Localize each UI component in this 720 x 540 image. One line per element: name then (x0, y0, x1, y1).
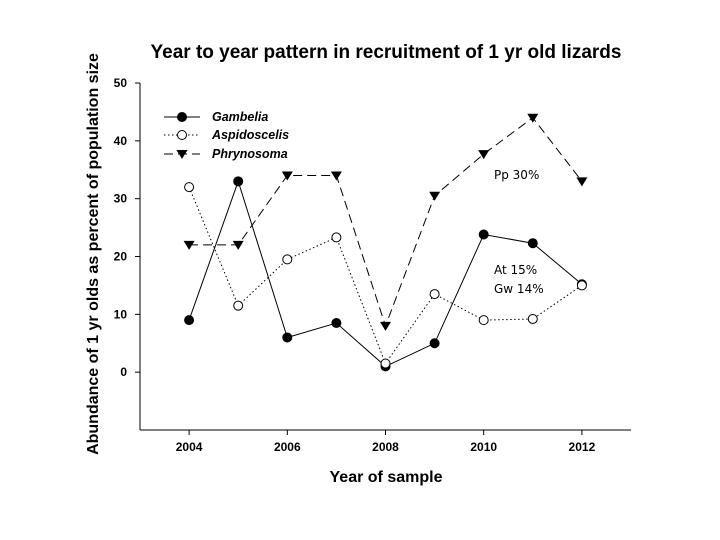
y-tick-label-1: 10 (114, 307, 128, 321)
point-aspidoscelis-2010 (478, 315, 489, 326)
y-axis-label: Abundance of 1 yr olds as percent of pop… (85, 53, 102, 455)
legend-label-aspidoscelis: Aspidoscelis (211, 128, 289, 142)
point-phrynosoma-2010 (478, 150, 490, 160)
y-tick-label-2: 20 (114, 250, 128, 264)
y-axis-ticks: 0 10 20 30 40 50 (114, 76, 140, 379)
point-aspidoscelis-2011 (527, 313, 538, 324)
y-tick-label-4: 40 (114, 134, 128, 148)
point-phrynosoma-2009 (429, 191, 441, 201)
point-aspidoscelis-2004 (184, 182, 195, 193)
x-tick-label-3: 2010 (470, 440, 497, 454)
point-phrynosoma-2004 (183, 240, 195, 250)
point-gambelia-2007 (331, 318, 342, 329)
x-tick-label-2: 2008 (372, 440, 399, 454)
point-gambelia-2004 (184, 315, 195, 326)
x-tick-label-0: 2004 (176, 440, 203, 454)
legend-marker-aspidoscelis (177, 130, 187, 140)
point-phrynosoma-2005 (232, 240, 244, 250)
x-axis-ticks: 2004 2006 2008 2010 2012 (176, 430, 596, 454)
point-phrynosoma-2011 (527, 113, 539, 123)
point-phrynosoma-2008 (380, 321, 391, 331)
point-aspidoscelis-2012 (576, 280, 587, 291)
legend-marker-gambelia (177, 112, 187, 122)
point-phrynosoma-2006 (281, 171, 293, 181)
y-tick-label-5: 50 (114, 76, 128, 90)
point-gambelia-2009 (429, 338, 440, 349)
x-axis-label: Year of sample (330, 469, 443, 486)
x-tick-label-4: 2012 (569, 440, 596, 454)
x-tick-label-1: 2006 (274, 440, 301, 454)
point-gambelia-2011 (527, 238, 538, 249)
point-aspidoscelis-2005 (233, 300, 244, 311)
point-aspidoscelis-2008 (380, 358, 391, 369)
legend-label-gambelia: Gambelia (212, 110, 268, 124)
point-aspidoscelis-2007 (331, 232, 342, 243)
point-phrynosoma-2007 (330, 171, 342, 181)
annotation-gw: Gw 14% (494, 282, 544, 296)
point-phrynosoma-2012 (576, 177, 588, 187)
y-tick-label-3: 30 (114, 192, 128, 206)
annotation-at: At 15% (494, 263, 537, 277)
y-tick-label-0: 0 (120, 365, 127, 379)
series-layer (183, 113, 588, 372)
point-gambelia-2010 (478, 229, 489, 240)
legend: Gambelia Aspidoscelis Phrynosoma (164, 110, 289, 161)
legend-marker-phrynosoma (176, 150, 188, 159)
chart-title: Year to year pattern in recruitment of 1… (151, 42, 622, 63)
legend-label-phrynosoma: Phrynosoma (212, 147, 288, 161)
point-gambelia-2006 (282, 332, 293, 343)
point-aspidoscelis-2009 (429, 289, 440, 300)
annotation-pp: Pp 30% (494, 168, 539, 182)
point-gambelia-2005 (233, 176, 244, 187)
point-aspidoscelis-2006 (282, 254, 293, 265)
